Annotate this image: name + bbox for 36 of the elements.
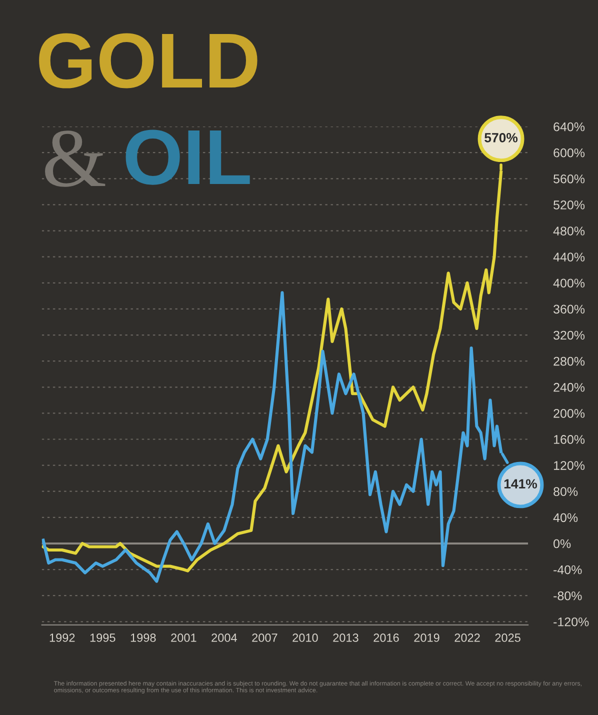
y-tick-label: 40% (553, 513, 578, 522)
y-tick-label: 360% (554, 304, 585, 314)
y-tick-label: 480% (553, 226, 585, 236)
x-tick-label: 2007 (252, 634, 278, 642)
annotation: 570% (484, 133, 518, 142)
y-tick-label: 160% (554, 435, 585, 444)
x-tick-label: 2010 (292, 634, 318, 642)
y-tick-label: 600% (554, 148, 585, 158)
y-tick-label: 200% (554, 408, 585, 418)
x-tick-label: 2016 (374, 634, 399, 642)
y-tick-label: 440% (553, 252, 585, 262)
y-tick-label: 120% (554, 461, 585, 470)
chart-subtitle: & OIL (45, 130, 250, 187)
y-tick-label: -120% (554, 617, 589, 626)
y-tick-label: 0% (554, 539, 571, 548)
x-tick-label: 2001 (171, 634, 196, 642)
x-tick-label: 2019 (414, 634, 440, 642)
x-tick-label: 1992 (50, 634, 75, 642)
x-tick-label: 2004 (212, 634, 237, 642)
x-tick-label: 2025 (495, 634, 520, 642)
y-tick-label: 80% (554, 487, 578, 496)
x-tick-label: 2022 (454, 634, 480, 642)
y-tick-label: 400% (553, 278, 585, 288)
y-tick-label: -80% (554, 591, 582, 600)
y-tick-label: 240% (554, 382, 585, 392)
y-tick-label: 640% (554, 122, 585, 132)
y-tick-label: 320% (554, 330, 585, 340)
chart-title: GOLD (39, 33, 258, 88)
x-tick-label: 1998 (130, 634, 156, 642)
x-tick-label: 2013 (333, 634, 358, 642)
y-tick-label: 280% (554, 356, 585, 366)
y-tick-label: -40% (554, 565, 582, 574)
annotation: 141% (504, 479, 537, 488)
x-tick-label: 1995 (90, 634, 116, 642)
y-tick-label: 560% (554, 174, 585, 184)
y-tick-label: 520% (554, 200, 585, 210)
